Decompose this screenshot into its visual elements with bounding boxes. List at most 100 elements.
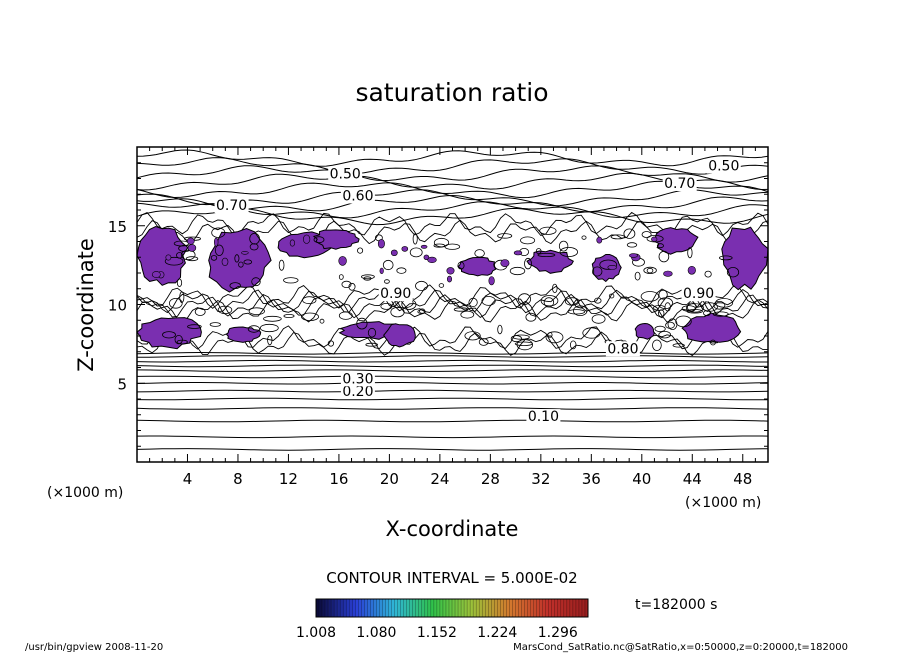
contour-cell — [363, 276, 372, 281]
supersaturated-region — [591, 254, 622, 283]
colorbar-cell — [397, 599, 401, 617]
colorbar-cell — [488, 599, 492, 617]
contour-cell — [573, 305, 588, 317]
contour-cell — [209, 322, 221, 327]
contour-line — [136, 397, 769, 401]
contour-cell — [525, 312, 537, 322]
supersaturated-cell — [377, 239, 385, 249]
contour-cell — [643, 266, 657, 274]
contour-label: 0.70 — [216, 198, 247, 214]
contour-cell — [396, 267, 407, 274]
colorbar-cell — [406, 599, 410, 617]
supersaturated-cell — [289, 239, 296, 247]
footer-left: /usr/bin/gpview 2008-11-20 — [25, 642, 163, 653]
supersaturated-cell — [607, 264, 617, 270]
contour-cell — [179, 291, 185, 303]
contour-cell — [623, 228, 636, 239]
x-tick-label: 12 — [279, 470, 298, 488]
supersaturated-cell — [628, 253, 638, 258]
colorbar-cell — [409, 599, 414, 617]
contour-cell — [652, 339, 662, 352]
contour-label: 0.30 — [342, 371, 373, 387]
contour-cell — [567, 309, 586, 315]
contour-cell — [718, 255, 733, 261]
colorbar-cell — [539, 599, 543, 617]
colorbar-cell — [491, 599, 495, 617]
contour-line — [136, 407, 769, 410]
contour-cell — [726, 267, 740, 278]
contour-cell — [164, 256, 184, 266]
colorbar-cell — [485, 599, 489, 617]
contour-cell — [552, 283, 558, 294]
contour-cell — [570, 340, 577, 350]
colorbar-cell — [542, 599, 546, 617]
contour-interval-label: CONTOUR INTERVAL = 5.000E-02 — [326, 569, 577, 587]
colorbar-cell — [530, 599, 534, 617]
contour-cell — [658, 331, 671, 339]
colorbar-cell — [448, 599, 453, 617]
contour-cell — [247, 325, 260, 333]
supersaturated-region — [383, 323, 416, 348]
contour-cell — [646, 234, 664, 243]
contour-cell — [194, 307, 206, 316]
contour-cell — [409, 247, 423, 258]
contour-cell — [540, 295, 559, 307]
x-tick-label: 8 — [233, 470, 243, 488]
supersaturated-cell — [401, 246, 409, 252]
x-tick-label: 44 — [683, 470, 702, 488]
contour-cell — [687, 247, 693, 259]
supersaturated-region — [681, 312, 742, 343]
x-tick-label: 36 — [582, 470, 601, 488]
colorbar-cell — [436, 599, 441, 617]
contour-cell — [243, 259, 253, 265]
contour-cell — [302, 296, 317, 305]
contour-line — [136, 351, 769, 355]
colorbar-cell — [524, 599, 528, 617]
contour-cell — [187, 324, 202, 329]
contour-cell — [390, 306, 405, 318]
contour-line — [136, 289, 769, 314]
contour-cell — [341, 280, 352, 288]
x-tick-label: 40 — [632, 470, 651, 488]
contour-line — [136, 419, 769, 423]
supersaturated-cell — [187, 244, 197, 252]
colorbar-tick-label: 1.008 — [296, 625, 336, 641]
colorbar-cell — [415, 599, 420, 617]
supersaturated-cell — [187, 237, 195, 245]
contour-cell — [229, 282, 241, 290]
colorbar-cell — [509, 599, 513, 617]
colorbar-cell — [331, 599, 335, 617]
contour-cell — [703, 310, 711, 317]
contour-line — [136, 157, 769, 175]
colorbar-cell — [458, 599, 462, 617]
supersaturated-cell — [420, 244, 428, 249]
contour-label: 0.80 — [607, 341, 638, 357]
contour-label-bg — [340, 188, 375, 204]
contour-cell — [338, 274, 344, 280]
colorbar-cell — [479, 599, 483, 617]
contour-cell — [497, 324, 503, 335]
contour-label-bg — [526, 409, 561, 425]
colorbar-cell — [433, 599, 438, 617]
contour-cell — [267, 335, 273, 346]
colorbar-cell — [373, 599, 377, 617]
colorbar-cell — [412, 599, 417, 617]
contour-cell — [524, 257, 532, 270]
contour-label-bg — [378, 286, 413, 302]
contour-cell — [176, 339, 188, 345]
contour-cell — [514, 341, 533, 346]
colorbar-cell — [512, 599, 516, 617]
colorbar-cell — [521, 599, 525, 617]
contour-cell — [640, 291, 660, 302]
supersaturated-region — [634, 322, 655, 340]
colorbar-cell — [391, 599, 395, 617]
colorbar-cell — [328, 599, 332, 617]
colorbar-tick-label: 1.080 — [356, 625, 396, 641]
colorbar-cell — [388, 599, 392, 617]
contour-cell — [712, 311, 729, 317]
contour-cell — [594, 297, 602, 304]
colorbar-cell — [455, 599, 459, 617]
colorbar-cell — [527, 599, 531, 617]
contour-line — [136, 375, 768, 379]
contour-cell — [283, 313, 295, 318]
